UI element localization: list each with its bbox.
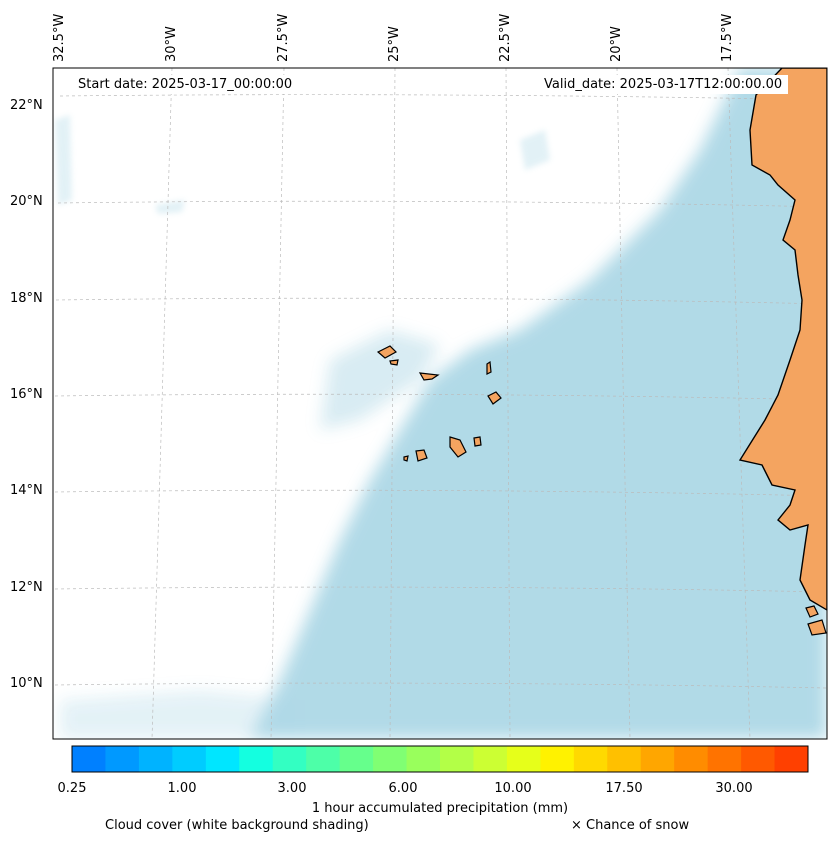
lon-label-17-5w: 17.5°W [720,13,735,62]
gridlines [54,68,827,739]
colorbar-segment [440,746,474,772]
colorbar-segment [306,746,341,772]
lon-label-25w: 25°W [387,26,402,62]
colorbar-segment [607,746,642,772]
colorbar-segment [373,746,408,772]
colorbar-segment [406,746,441,772]
lon-label-20w: 20°W [609,26,624,62]
cloud-cover-note: Cloud cover (white background shading) [105,818,369,833]
colorbar-segment [239,746,274,772]
colorbar-segment [741,746,776,772]
lat-label-10n: 10°N [10,676,43,691]
snow-chance-note: × Chance of snow [571,818,690,833]
colorbar-tick: 0.25 [57,781,87,796]
lat-label-22n: 22°N [10,98,43,113]
lat-label-14n: 14°N [10,483,43,498]
map-frame [52,67,828,740]
colorbar-segment [205,746,240,772]
colorbar-segment [72,746,106,772]
lat-label-20n: 20°N [10,194,43,209]
colorbar-segment [172,746,207,772]
colorbar-tick: 1.00 [167,781,197,796]
colorbar-tick: 6.00 [388,781,418,796]
colorbar-segment [105,746,140,772]
lon-label-22-5w: 22.5°W [498,13,513,62]
colorbar-segment [774,746,809,772]
start-date-label: Start date: 2025-03-17_00:00:00 [72,75,299,94]
precipitation-colorbar [72,746,809,772]
africa-landmass [738,68,827,611]
colorbar-segment [473,746,508,772]
colorbar-tick: 3.00 [277,781,307,796]
colorbar-segment [506,746,541,772]
colorbar-segment [138,746,173,772]
colorbar-title: 1 hour accumulated precipitation (mm) [311,801,569,816]
colorbar-segment [674,746,709,772]
colorbar-segment [339,746,374,772]
colorbar-tick: 30.00 [715,781,753,796]
lat-label-16n: 16°N [10,387,43,402]
lon-label-30w: 30°W [164,26,179,62]
colorbar-frame [71,745,809,773]
colorbar-segment [272,746,307,772]
colorbar-segment [707,746,742,772]
cloud-cover-shading [60,68,827,739]
valid-date-label: Valid_date: 2025-03-17T12:00:00.00 [538,75,789,94]
colorbar-segment [573,746,608,772]
lon-label-27-5w: 27.5°W [276,13,291,62]
colorbar-segment [640,746,675,772]
colorbar-tick: 17.50 [605,781,643,796]
lon-label-32-5w: 32.5°W [52,13,67,62]
cape-verde-islands [376,345,827,636]
lat-label-12n: 12°N [10,580,43,595]
colorbar-tick: 10.00 [494,781,532,796]
colorbar-segment [540,746,575,772]
lat-label-18n: 18°N [10,291,43,306]
